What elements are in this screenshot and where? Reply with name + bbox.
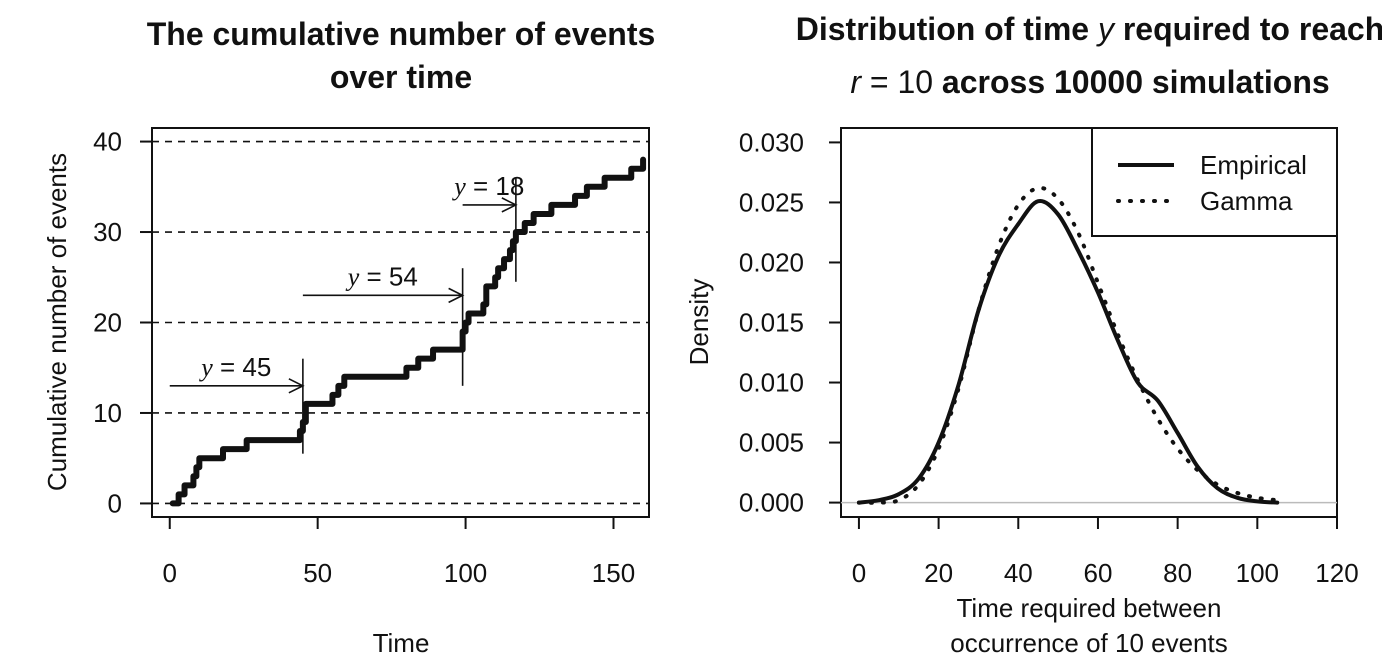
right-y-axis-label: Density (684, 279, 714, 366)
legend-empirical-label: Empirical (1200, 150, 1307, 180)
x-tick-label-120: 120 (1315, 558, 1358, 588)
left-annotations: y = 45y = 54y = 18 (169, 171, 524, 454)
annotation-y-1: y (345, 262, 360, 291)
x-tick-label-50: 50 (303, 558, 332, 588)
x-tick-label-150: 150 (592, 558, 635, 588)
left-grid (152, 140, 649, 505)
y-tick-label-0.000: 0.000 (739, 488, 804, 518)
y-tick-label-0.030: 0.030 (739, 127, 804, 157)
right-title-part-a: Distribution of time (796, 11, 1098, 47)
left-y-axis: 0 10 20 30 40 (93, 127, 152, 518)
x-tick-label-80: 80 (1163, 558, 1192, 588)
y-tick-label-40: 40 (93, 127, 122, 157)
legend-box (1091, 127, 1338, 237)
annotation-arrowhead-1 (448, 287, 465, 304)
right-chart-title-line1: Distribution of time y required to reach (796, 11, 1382, 47)
x-tick-label-100: 100 (1236, 558, 1279, 588)
x-tick-label-0: 0 (852, 558, 866, 588)
annotation-value-2: = 18 (466, 171, 525, 201)
right-x-axis-label-line2: occurrence of 10 events (950, 628, 1228, 658)
annotation-y-2: y (451, 172, 466, 201)
right-series-group (856, 185, 1280, 505)
right-y-axis: 0.000 0.005 0.010 0.015 0.020 0.025 0.030 (739, 127, 841, 518)
right-title-part-y: y (1096, 11, 1116, 47)
right-title-part-r: r (850, 64, 862, 100)
y-tick-label-10: 10 (93, 398, 122, 428)
right-title-part-c: required to reach (1114, 11, 1382, 47)
y-tick-label-0.010: 0.010 (739, 368, 804, 398)
series-gamma-line (856, 185, 1280, 505)
right-title-part-eq: = 10 (861, 64, 933, 100)
right-chart: 0 20 40 60 80 100 120 0.000 0.005 0.010 0.015 0.02… (684, 127, 1359, 658)
annotation-y-0: y (198, 353, 213, 382)
left-y-axis-label: Cumulative number of events (42, 153, 72, 491)
x-tick-label-0: 0 (163, 558, 177, 588)
annotation-arrowhead-2 (501, 197, 518, 213)
y-tick-label-30: 30 (93, 217, 122, 247)
x-tick-label-20: 20 (924, 558, 953, 588)
x-tick-label-100: 100 (444, 558, 487, 588)
right-x-axis-label-line1: Time required between (957, 593, 1222, 623)
left-x-axis: 0 50 100 150 (163, 517, 635, 588)
y-tick-label-0.025: 0.025 (739, 187, 804, 217)
left-chart-title-line2: over time (330, 59, 472, 95)
annotation-value-0: = 45 (213, 352, 272, 382)
x-tick-label-60: 60 (1084, 558, 1113, 588)
annotation-label-0: y = 45 (198, 352, 271, 382)
y-tick-label-0: 0 (108, 488, 122, 518)
cumulative-events-step-line (169, 156, 647, 507)
annotation-arrowhead-0 (288, 378, 305, 394)
legend: Empirical Gamma (1091, 127, 1338, 237)
annotation-label-1: y = 54 (345, 261, 418, 291)
right-chart-title-line2: r = 10 across 10000 simulations (850, 64, 1329, 100)
y-tick-label-20: 20 (93, 308, 122, 338)
right-title-part-rest: across 10000 simulations (933, 64, 1330, 100)
legend-gamma-label: Gamma (1200, 186, 1293, 216)
y-tick-label-0.005: 0.005 (739, 428, 804, 458)
y-tick-label-0.020: 0.020 (739, 247, 804, 277)
y-tick-label-0.015: 0.015 (739, 308, 804, 338)
series-empirical-line (856, 199, 1280, 505)
left-x-axis-label: Time (373, 628, 430, 658)
x-tick-label-40: 40 (1004, 558, 1033, 588)
annotation-label-2: y = 18 (451, 171, 524, 201)
right-x-axis: 0 20 40 60 80 100 120 (852, 517, 1359, 588)
annotation-value-1: = 54 (359, 261, 418, 291)
left-chart-title-line1: The cumulative number of events (147, 16, 656, 52)
